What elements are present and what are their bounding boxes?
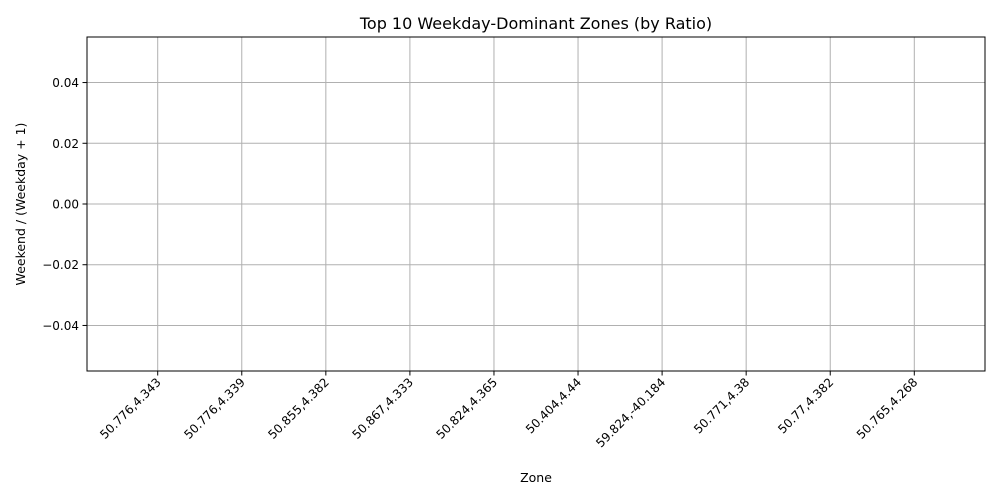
y-ticks: −0.04 −0.02 0.00 0.02 0.04: [42, 76, 87, 333]
x-tick-label: 50.855,4.382: [265, 375, 332, 442]
x-tick-label: 50.771,4.38: [691, 375, 752, 436]
x-tick-label: 50.776,4.339: [181, 375, 248, 442]
y-tick-label: −0.02: [42, 258, 79, 272]
x-tick-label: 50.404,4.44: [523, 375, 584, 436]
chart-title: Top 10 Weekday-Dominant Zones (by Ratio): [359, 14, 712, 33]
y-tick-label: 0.00: [52, 198, 79, 212]
x-tick-label: 59.824,-40.184: [593, 375, 668, 450]
x-tick-label: 50.776,4.343: [97, 375, 164, 442]
x-axis-label: Zone: [520, 470, 552, 485]
y-axis-label: Weekend / (Weekday + 1): [13, 123, 28, 286]
x-ticks: 50.776,4.343 50.776,4.339 50.855,4.382 50.8…: [97, 371, 920, 450]
x-tick-label: 50.867,4.333: [349, 375, 416, 442]
x-tick-label: 50.824,4.365: [434, 375, 501, 442]
x-tick-label: 50.77,4.382: [775, 375, 836, 436]
y-tick-label: 0.02: [52, 137, 79, 151]
grid-layer: [87, 37, 985, 371]
y-tick-label: 0.04: [52, 76, 79, 90]
x-tick-label: 50.765,4.268: [854, 375, 921, 442]
y-tick-label: −0.04: [42, 319, 79, 333]
